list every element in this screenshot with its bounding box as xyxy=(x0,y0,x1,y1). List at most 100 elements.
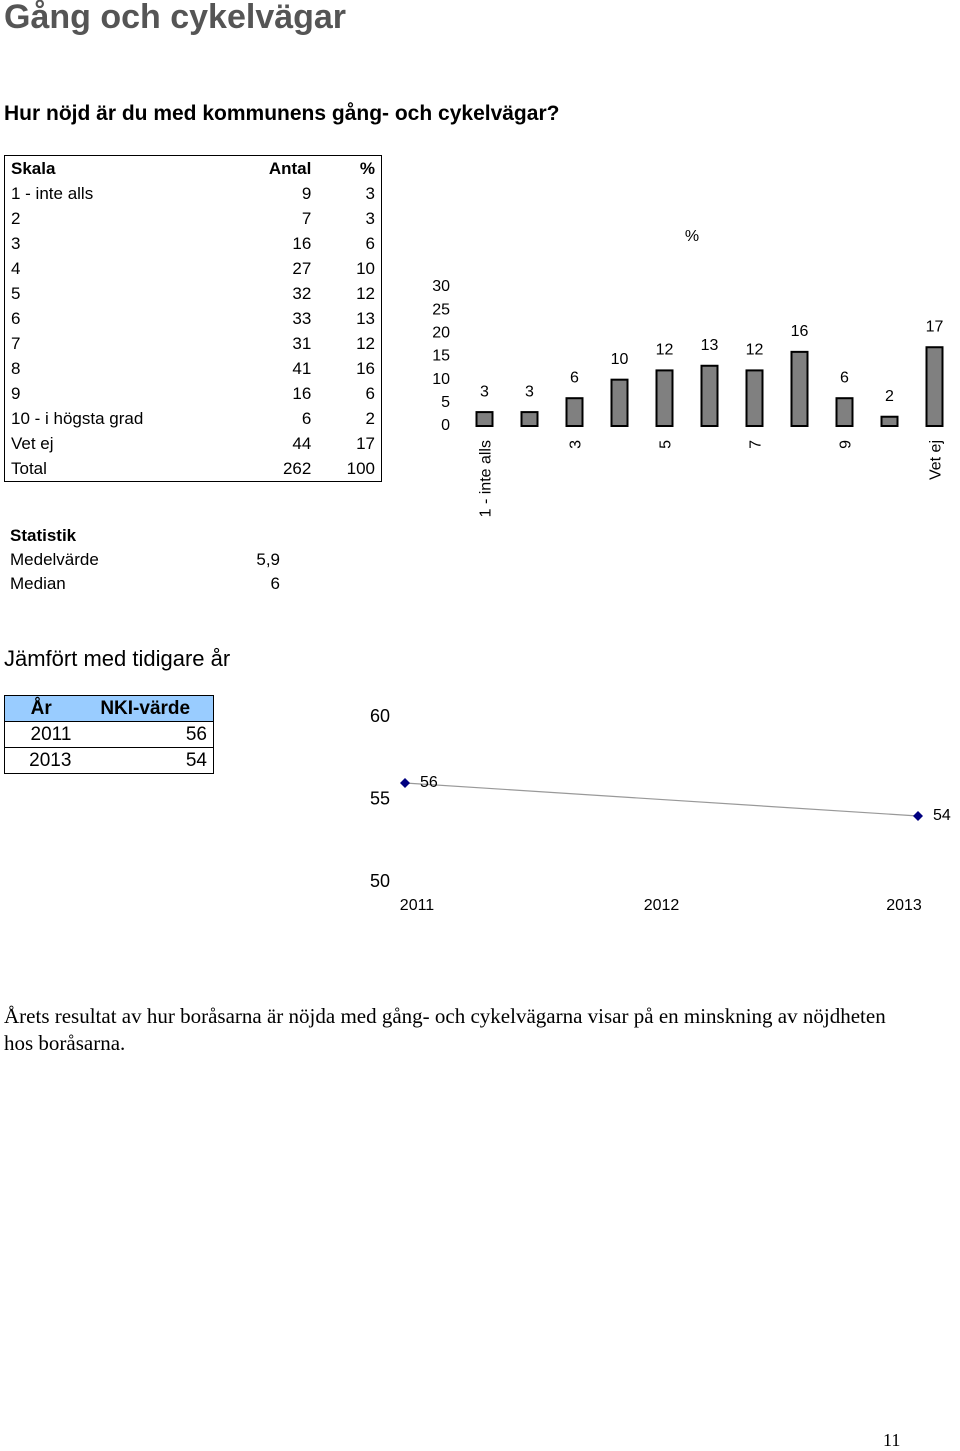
data-label: 6 xyxy=(570,369,579,386)
table-cell: 3 xyxy=(11,233,21,253)
table-row: Vet ej 44 17 xyxy=(5,431,382,456)
data-label: 6 xyxy=(840,369,849,386)
table-cell: 2011 xyxy=(4,721,78,748)
data-label: 17 xyxy=(926,318,944,335)
table-cell: NKI-värde xyxy=(77,695,214,722)
table-cell: 7 xyxy=(301,208,312,228)
x-tick-label: 9 xyxy=(838,440,855,449)
page-number: 11 xyxy=(883,1430,901,1450)
table-cell: 2013 xyxy=(4,747,78,774)
table-row: 9 16 6 xyxy=(5,381,382,406)
table-cell: 5,9 xyxy=(256,550,280,569)
bar xyxy=(880,415,899,428)
table-cell: 13 xyxy=(356,308,375,328)
table-cell: 6 xyxy=(270,574,280,593)
table-cell: 17 xyxy=(356,433,375,453)
data-label: 12 xyxy=(656,342,674,359)
table-cell: 100 xyxy=(346,458,375,478)
bar xyxy=(700,364,719,427)
table-cell: 9 xyxy=(11,383,21,403)
bar xyxy=(655,369,674,427)
table-cell: 16 xyxy=(356,358,375,378)
x-tick-label: 2011 xyxy=(400,897,435,914)
bar xyxy=(790,350,809,427)
table-cell: 8 xyxy=(11,358,21,378)
x-tick-label: 2012 xyxy=(644,897,680,914)
y-tick-label: 55 xyxy=(370,788,390,808)
line xyxy=(404,782,919,817)
table-cell: 56 xyxy=(77,721,214,748)
table-cell: 6 xyxy=(365,233,375,253)
table-cell: 32 xyxy=(292,283,312,303)
data-label: 54 xyxy=(933,807,951,824)
y-tick-label: 0 xyxy=(441,417,450,434)
table-cell: 4 xyxy=(11,258,21,278)
x-tick-label: 2013 xyxy=(886,897,922,914)
data-label: 16 xyxy=(791,323,809,340)
y-tick-label: 50 xyxy=(370,871,390,891)
bar xyxy=(925,346,944,428)
x-tick-label: 1 - inte alls xyxy=(478,440,495,517)
table-cell: 16 xyxy=(292,233,312,253)
table-cell: % xyxy=(359,158,375,178)
data-label: 10 xyxy=(611,351,629,368)
y-tick-label: 20 xyxy=(432,325,450,342)
table-cell: Antal xyxy=(268,158,312,178)
comparison-heading: Jämfört med tidigare år xyxy=(4,646,231,671)
table-cell: Median xyxy=(10,574,66,593)
table-cell: Total xyxy=(11,458,47,478)
y-tick-label: 60 xyxy=(370,706,390,726)
table-row: 2 7 3 xyxy=(5,206,382,231)
data-label: 56 xyxy=(420,774,438,791)
x-tick-label: Vet ej xyxy=(928,440,945,480)
table-cell: 262 xyxy=(282,458,312,478)
table-cell: 33 xyxy=(292,308,312,328)
table-cell: 27 xyxy=(292,258,312,278)
table-cell: 3 xyxy=(365,208,375,228)
table-cell: Vet ej xyxy=(11,433,54,453)
data-label: 2 xyxy=(885,388,894,405)
table-row: 3 16 6 xyxy=(5,231,382,256)
table-cell: 41 xyxy=(292,358,312,378)
table-row: 2013 54 xyxy=(4,747,214,774)
table-row: Total 262 100 xyxy=(5,456,382,482)
table-row: 10 - i högsta grad 6 2 xyxy=(5,406,382,431)
bar xyxy=(520,411,539,428)
table-cell: 2 xyxy=(365,408,375,428)
table-cell: 31 xyxy=(292,333,312,353)
table-cell: 3 xyxy=(365,183,375,203)
table-cell: 12 xyxy=(356,283,375,303)
table-cell: 7 xyxy=(11,333,21,353)
results-table: Skala Antal% 1 - inte alls 9 3 2 7 3 3 16 6 4 27 10 5 3… xyxy=(4,155,382,482)
bar xyxy=(835,397,854,428)
table-cell: 16 xyxy=(292,383,312,403)
stats-table: Medelvärde 5,9 Median 6 xyxy=(4,548,286,596)
table-row: Skala Antal% xyxy=(5,156,382,182)
table-cell: Medelvärde xyxy=(10,550,99,569)
table-cell: 1 - inte alls xyxy=(11,183,94,203)
table-cell: 10 xyxy=(356,258,375,278)
data-label: 12 xyxy=(746,342,764,359)
question: Hur nöjd är du med kommunens gång- och c… xyxy=(4,102,560,125)
table-cell: Skala xyxy=(11,158,56,178)
x-tick-label: 7 xyxy=(748,440,765,449)
table-row: 1 - inte alls 9 3 xyxy=(5,181,382,206)
table-row: Medelvärde 5,9 xyxy=(4,548,286,572)
table-cell: 2 xyxy=(11,208,21,228)
table-row: 6 33 13 xyxy=(5,306,382,331)
bar xyxy=(565,397,584,428)
bar xyxy=(610,378,629,427)
y-tick-label: 30 xyxy=(432,278,450,295)
marker xyxy=(400,778,410,788)
y-tick-label: 25 xyxy=(432,301,450,318)
page-title: Gång och cykelvägar xyxy=(4,0,347,36)
table-row: 7 31 12 xyxy=(5,331,382,356)
y-tick-label: 5 xyxy=(441,394,450,411)
data-label: 3 xyxy=(480,383,489,400)
bar xyxy=(475,411,494,428)
table-cell: 44 xyxy=(292,433,312,453)
table-cell: 10 - i högsta grad xyxy=(11,408,144,428)
table-row: 5 32 12 xyxy=(5,281,382,306)
table-row: År NKI-värde xyxy=(4,695,214,722)
